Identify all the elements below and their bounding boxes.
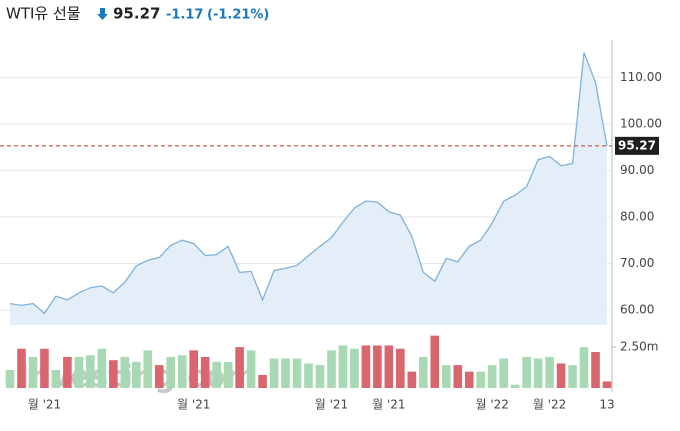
volume-bar xyxy=(177,355,187,388)
y-tick-label: 110.00 xyxy=(620,70,662,84)
volume-bar xyxy=(120,356,130,388)
y-tick-label: 90.00 xyxy=(620,163,654,177)
price-area xyxy=(10,52,607,325)
volume-bar xyxy=(235,347,244,388)
y-tick-label: 80.00 xyxy=(620,209,654,223)
last-price-badge-label: 95.27 xyxy=(618,138,656,152)
volume-bar xyxy=(143,350,153,388)
volume-bar xyxy=(373,345,382,388)
price-change: -1.17 xyxy=(166,8,203,23)
price-change-percent: (-1.21%) xyxy=(207,8,269,23)
volume-bar xyxy=(568,365,577,388)
volume-bar xyxy=(109,360,118,388)
volume-bar xyxy=(396,348,405,388)
last-price: 95.27 xyxy=(113,5,160,23)
volume-bar xyxy=(246,350,256,388)
volume-bar xyxy=(97,348,107,388)
volume-bar xyxy=(200,356,210,388)
price-line xyxy=(9,52,608,315)
volume-bar xyxy=(327,350,336,388)
x-tick-label: 월 '22 xyxy=(475,398,508,412)
x-tick-label: 13 xyxy=(599,398,614,412)
volume-bar xyxy=(579,347,589,388)
volume-bar xyxy=(476,371,486,388)
volume-bar xyxy=(419,356,428,388)
volume-bar xyxy=(510,384,520,388)
volume-bar xyxy=(86,355,95,388)
volume-bar xyxy=(533,358,543,388)
x-tick-label: 월 '21 xyxy=(372,398,405,412)
volume-bar xyxy=(453,365,463,388)
volume-bar xyxy=(166,356,176,388)
x-tick-label: 월 '21 xyxy=(315,398,348,412)
volume-bar xyxy=(17,348,26,388)
volume-bar xyxy=(292,358,302,388)
x-tick-label: 월 '21 xyxy=(177,398,210,412)
volume-bar xyxy=(189,350,198,388)
volume-bar xyxy=(441,365,451,388)
instrument-title: WTI유 선물 xyxy=(6,5,81,23)
volume-bar xyxy=(212,361,221,388)
x-tick-label: 월 '22 xyxy=(533,398,566,412)
down-arrow-icon xyxy=(97,8,108,20)
volume-bar xyxy=(154,365,164,388)
volume-bar xyxy=(545,356,554,388)
volume-bar xyxy=(384,345,394,388)
volume-bar xyxy=(430,335,440,388)
volume-bar xyxy=(304,363,313,388)
volume-bar xyxy=(269,358,279,388)
volume-tick-label: 2.50m xyxy=(620,340,658,354)
volume-bar xyxy=(281,358,290,388)
volume-bar xyxy=(51,370,61,388)
volume-bar xyxy=(40,348,49,388)
volume-bar xyxy=(591,352,600,388)
volume-bar xyxy=(63,356,72,388)
volume-bar xyxy=(464,371,474,388)
volume-bar xyxy=(487,365,497,388)
volume-bar xyxy=(28,356,38,388)
volume-bar xyxy=(258,374,267,388)
volume-bar xyxy=(338,345,348,388)
x-tick-label: 월 '21 xyxy=(28,398,61,412)
volume-bar xyxy=(522,356,531,388)
volume-bar xyxy=(315,365,325,388)
volume-bar xyxy=(5,370,15,388)
volume-bar xyxy=(131,361,141,388)
volume-bar xyxy=(602,381,612,388)
volume-bar xyxy=(74,356,84,388)
y-tick-label: 70.00 xyxy=(620,256,654,270)
y-tick-label: 100.00 xyxy=(620,116,662,130)
volume-bar xyxy=(350,348,359,388)
volume-bar xyxy=(361,345,371,388)
volume-bar xyxy=(223,361,233,388)
y-tick-label: 60.00 xyxy=(620,303,654,317)
volume-bar xyxy=(556,363,566,388)
volume-bar xyxy=(499,358,508,388)
volume-bar xyxy=(407,371,417,388)
last-price-badge xyxy=(615,136,659,155)
